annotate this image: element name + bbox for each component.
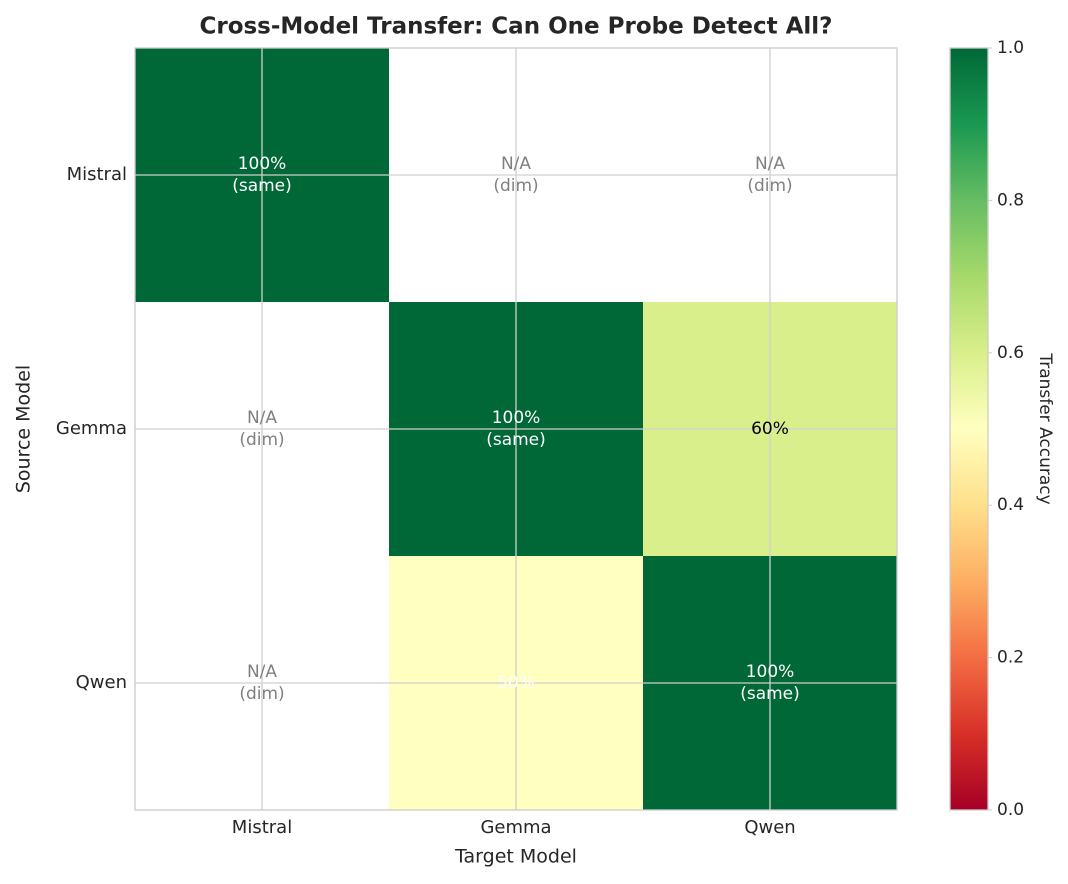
value-label: N/A (dim) <box>239 662 284 704</box>
chart-title: Cross-Model Transfer: Can One Probe Dete… <box>199 14 832 40</box>
value-label-line: 100% <box>746 662 795 682</box>
colorbar-tick-label: 0.2 <box>997 648 1024 668</box>
value-label: N/A (dim) <box>747 154 792 196</box>
value-label: N/A (dim) <box>239 408 284 450</box>
value-label-line: 60% <box>751 419 789 439</box>
x-tick-label: Gemma <box>480 817 551 838</box>
value-label-line: N/A <box>247 408 277 428</box>
value-label-line: 100% <box>492 408 541 428</box>
value-label-line: (same) <box>232 176 292 196</box>
value-label: 60% <box>751 419 789 439</box>
value-label-line: (dim) <box>493 176 538 196</box>
value-label: 100% (same) <box>740 662 800 704</box>
value-label: 100% (same) <box>486 408 546 450</box>
x-tick-label: Mistral <box>232 817 292 838</box>
value-label-line: (dim) <box>239 684 284 704</box>
x-tick-label: Qwen <box>744 817 795 838</box>
colorbar <box>949 47 989 811</box>
value-label: 50% <box>497 673 535 693</box>
value-label-line: (dim) <box>747 176 792 196</box>
value-label-line: N/A <box>247 662 277 682</box>
colorbar-tick-label: 0.6 <box>997 343 1024 363</box>
value-label-line: 100% <box>238 154 287 174</box>
value-label-line: N/A <box>755 154 785 174</box>
value-label-line: (same) <box>486 430 546 450</box>
y-tick-label: Gemma <box>56 418 127 439</box>
plot-frame <box>134 47 898 811</box>
y-axis-label: Source Model <box>13 365 35 493</box>
x-axis-label: Target Model <box>454 846 577 868</box>
colorbar-label: Transfer Accuracy <box>1035 352 1055 504</box>
y-tick-label: Qwen <box>76 672 127 693</box>
colorbar-tick-label: 1.0 <box>997 38 1024 58</box>
value-label: N/A (dim) <box>493 154 538 196</box>
colorbar-tick-label: 0.4 <box>997 495 1024 515</box>
value-label-line: (dim) <box>239 430 284 450</box>
value-label-line: N/A <box>501 154 531 174</box>
colorbar-tick-label: 0.0 <box>997 800 1024 820</box>
value-label-line: (same) <box>740 684 800 704</box>
value-label: 100% (same) <box>232 154 292 196</box>
y-tick-label: Mistral <box>67 164 127 185</box>
colorbar-tick-label: 0.8 <box>997 190 1024 210</box>
value-label-line: 50% <box>497 673 535 693</box>
